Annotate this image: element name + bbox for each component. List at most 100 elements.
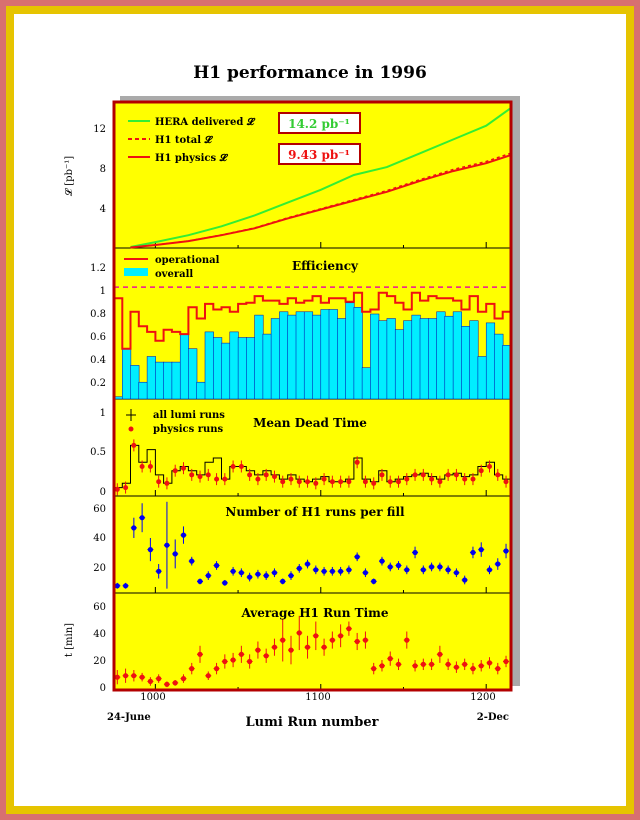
runtime-title: Average H1 Run Time: [240, 606, 388, 620]
runs-per-fill-point: [420, 567, 426, 573]
overall-bar: [345, 302, 355, 400]
overall-bar: [444, 315, 454, 400]
run-time-point: [214, 666, 220, 672]
run-time-point: [304, 644, 311, 650]
runs-per-fill-point: [379, 558, 385, 564]
runs-per-fill-point: [296, 565, 302, 572]
physics-run-point: [404, 476, 410, 482]
run-time-point: [495, 666, 501, 672]
physics-run-point: [114, 486, 120, 492]
legend-lumi-runs-label: all lumi runs: [153, 410, 225, 421]
legend-hera-label: HERA delivered 𝓛: [155, 116, 256, 128]
overall-bar: [295, 311, 305, 400]
physics-run-point: [412, 472, 418, 478]
run-time-point: [172, 680, 178, 686]
run-time-point: [362, 637, 368, 643]
overall-bar: [394, 329, 405, 400]
run-time-point: [247, 658, 253, 665]
runs-per-fill-point: [412, 549, 418, 556]
run-time-point: [180, 676, 187, 682]
hera-delivered-line: [130, 107, 512, 248]
runs-per-fill-point: [462, 577, 468, 583]
overall-bar: [303, 311, 314, 400]
physics-run-point: [470, 476, 476, 482]
x-axis-title: Lumi Run number: [246, 715, 379, 730]
overall-bar: [477, 356, 487, 400]
runs-per-fill-point: [247, 574, 253, 580]
runs-per-fill-point: [280, 578, 286, 585]
runs-per-fill-point: [214, 562, 220, 569]
physics-run-point: [478, 468, 484, 474]
eff-ytick-0.8: 0.8: [90, 309, 106, 320]
runs-per-fill-point: [395, 562, 402, 569]
overall-bar: [419, 318, 429, 400]
xtick-1100: 1100: [305, 692, 330, 703]
physics-run-point: [272, 474, 277, 480]
runs-per-fill-point: [304, 561, 311, 567]
run-time-point: [255, 647, 261, 653]
runs-per-fill-point: [139, 515, 145, 521]
run-time-point: [321, 644, 327, 650]
run-time-point: [478, 663, 484, 669]
date-start: 24-June: [107, 712, 151, 723]
physics-run-point: [321, 476, 327, 482]
physics-run-point: [197, 474, 203, 480]
run-time-point: [346, 626, 352, 632]
eff-title: Efficiency: [292, 259, 359, 273]
physics-run-point: [487, 464, 492, 469]
physics-run-point: [131, 442, 137, 448]
dead-title: Mean Dead Time: [253, 416, 367, 430]
physics-run-point: [437, 479, 443, 485]
run-time-point: [147, 678, 153, 685]
physics-run-point: [396, 479, 401, 485]
overall-bar: [320, 309, 330, 400]
dead-ytick-0.5: 0.5: [90, 447, 106, 458]
legend-overall-swatch: [124, 268, 148, 276]
run-time-point: [238, 651, 244, 657]
overall-bar: [122, 348, 132, 400]
physics-run-point: [123, 485, 129, 491]
physics-run-point: [445, 472, 451, 478]
runs-per-fill-point: [123, 583, 129, 589]
runs-per-fill-point: [164, 542, 170, 548]
runs-per-fill-point: [445, 567, 451, 573]
run-time-point: [404, 637, 410, 643]
overall-bar: [262, 333, 272, 400]
run-time-point: [395, 661, 402, 667]
physics-run-point: [354, 459, 360, 465]
runs-per-fill-point: [362, 570, 368, 576]
run-time-point: [139, 674, 145, 680]
runs-per-fill-point: [147, 547, 153, 553]
overall-bar: [370, 313, 380, 400]
run-time-point: [114, 674, 120, 680]
overall-bar: [204, 331, 214, 400]
physics-run-point: [296, 479, 302, 485]
physics-run-point: [222, 476, 228, 482]
runs-ytick-20: 20: [93, 563, 106, 574]
run-time-point: [379, 663, 385, 669]
panels-border: [112, 100, 513, 692]
legend-physics-runs-marker: [128, 426, 134, 432]
run-time-point: [453, 664, 459, 670]
physics-run-point: [495, 472, 501, 478]
eff-ytick-0.4: 0.4: [90, 355, 106, 366]
all-lumi-runs-step: [114, 444, 511, 489]
physics-run-point: [387, 479, 393, 485]
physics-run-point: [263, 472, 269, 478]
run-time-point: [123, 673, 129, 679]
runs-per-fill-point: [478, 547, 484, 553]
run-time-point: [420, 661, 426, 667]
dead-ytick-1: 1: [100, 408, 106, 419]
overall-bar: [378, 320, 388, 400]
physics-run-point: [338, 479, 344, 485]
physics-run-point: [172, 468, 178, 474]
physics-run-point: [247, 472, 253, 478]
eff-ytick-1.2: 1.2: [90, 263, 106, 274]
figure-title: H1 performance in 1996: [193, 63, 427, 83]
runs-per-fill-point: [131, 525, 137, 531]
run-time-point: [387, 656, 393, 662]
physics-run-point: [346, 479, 352, 485]
physics-run-point: [238, 464, 244, 469]
runs-per-fill-point: [263, 573, 269, 579]
